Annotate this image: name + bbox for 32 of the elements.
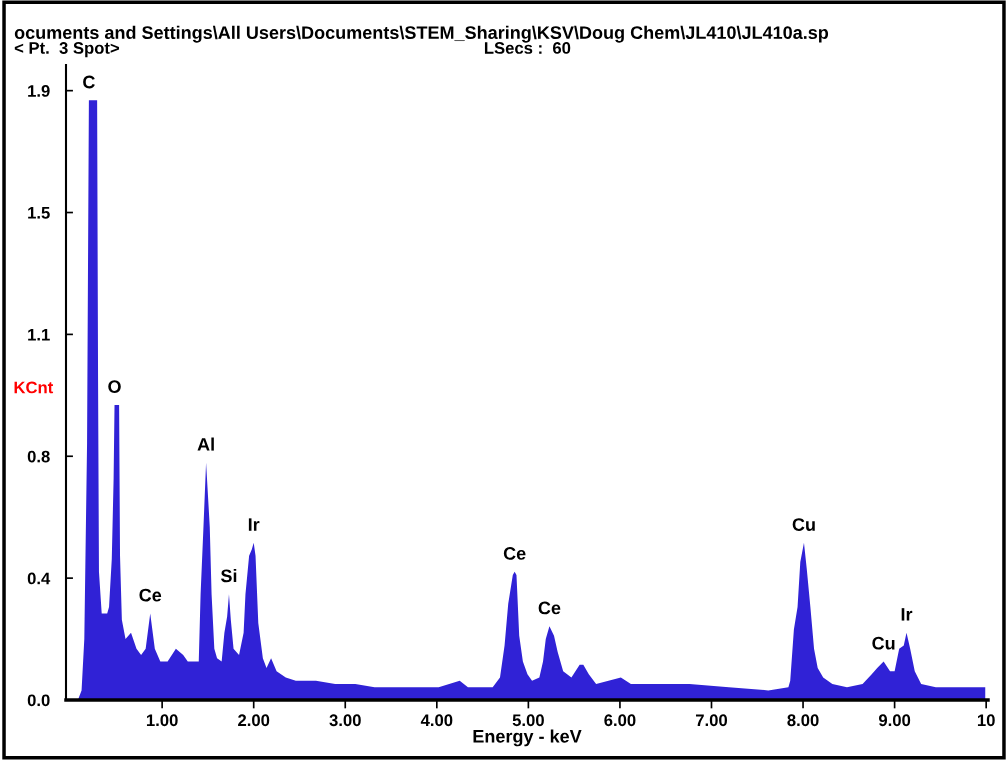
x-tick-label: 10 [977,714,995,727]
x-tick-label: 9.00 [878,714,911,727]
annotation: O [108,380,121,394]
annotation: Ir [248,518,260,531]
chart-subtitle: < Pt. 3 Spot> [14,42,120,58]
x-tick-label: 3.00 [329,714,361,727]
y-axis-title: KCnt [14,381,54,394]
x-tick-label: 2.00 [238,714,270,727]
x-tick-label: 7.00 [695,714,728,727]
annotation: Ce [139,588,162,602]
x-tick-label: 6.00 [604,714,636,727]
y-tick-label: 0.0 [27,694,50,707]
chart-title: ocuments and Settings\All Users\Documents\STEM_Sharing\KSV\Doug Chem\JL410\JL410a.sp [14,25,829,43]
annotation: Ce [538,601,561,615]
annotation: Ce [503,547,526,560]
x-tick-label: 4.00 [420,714,453,727]
y-tick-label: 1.9 [28,85,50,97]
y-tick-label: 1.1 [28,328,50,341]
x-axis-title: Energy - keV [473,729,582,747]
x-tick-label: 8.00 [787,714,819,727]
x-tick-label: 5.00 [512,714,544,727]
annotation: Cu [792,518,815,531]
annotation: C [83,75,95,89]
y-tick-label: 0.4 [27,572,51,585]
y-tick-label: 0.8 [27,450,50,463]
annotation: Cu [872,636,895,650]
annotation: Si [220,569,237,583]
y-tick-label: 1.5 [28,207,50,219]
annotation: Ir [901,608,913,621]
x-tick-label: 1.00 [146,714,178,727]
text: LSecs : 60 [484,42,571,54]
annotation: Al [197,437,214,451]
